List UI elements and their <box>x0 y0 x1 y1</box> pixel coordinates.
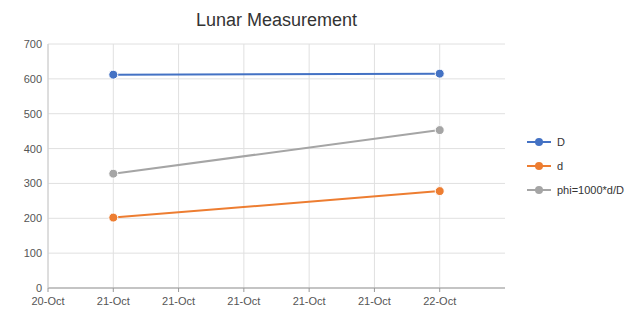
tick-label: 21-Oct <box>358 295 391 307</box>
series <box>109 69 444 79</box>
legend-marker <box>535 138 543 146</box>
tick-mark <box>243 288 244 292</box>
grid-line <box>48 78 505 79</box>
grid-line <box>309 44 310 288</box>
tick-label: 700 <box>24 38 42 50</box>
tick-label: 21-Oct <box>227 295 260 307</box>
grid-line <box>48 44 49 288</box>
grid-line <box>48 44 505 45</box>
tick-label: 21-Oct <box>293 295 326 307</box>
grid-line <box>48 288 505 289</box>
title: Lunar Measurement <box>196 10 357 30</box>
tick-mark <box>439 288 440 292</box>
grid-line <box>48 148 505 149</box>
point <box>435 187 444 196</box>
tick-label: 20-Oct <box>31 295 64 307</box>
tick-mark <box>113 288 114 292</box>
legend-label: D <box>557 136 565 148</box>
tick-mark <box>309 288 310 292</box>
grid-line <box>243 44 244 288</box>
tick-label: 0 <box>36 282 42 294</box>
plot-area <box>109 69 444 222</box>
grid-line <box>48 113 505 114</box>
grid-line <box>113 44 114 288</box>
legend-marker <box>535 162 543 170</box>
tick-label: 400 <box>24 143 42 155</box>
tick-mark <box>374 288 375 292</box>
grid-line <box>439 44 440 288</box>
y-axis-line <box>48 44 49 288</box>
tick-label: 300 <box>24 177 42 189</box>
tick-mark <box>48 288 49 292</box>
legend-label: d <box>557 160 563 172</box>
tick-label: 100 <box>24 247 42 259</box>
point <box>435 126 444 135</box>
tick-label: 22-Oct <box>423 295 456 307</box>
series <box>109 187 444 222</box>
chart: Lunar Measurement 0 100 200 300 400 500 600 700 2… <box>0 0 640 318</box>
point <box>109 169 118 178</box>
grid-line <box>48 253 505 254</box>
tick-mark <box>178 288 179 292</box>
legend: Dd phi=1000*d/D <box>527 136 624 196</box>
line <box>113 191 439 217</box>
grid-line <box>48 183 505 184</box>
tick-label: 600 <box>24 73 42 85</box>
tick-label: 500 <box>24 108 42 120</box>
grid-line <box>374 44 375 288</box>
line <box>113 74 439 75</box>
tick-label: 21-Oct <box>97 295 130 307</box>
x-axis-line <box>48 288 505 289</box>
legend-label: phi=1000*d/D <box>557 184 624 196</box>
line <box>113 130 439 174</box>
tick-label: 21-Oct <box>162 295 195 307</box>
point <box>435 69 444 78</box>
legend-marker <box>535 186 543 194</box>
tick-label: 200 <box>24 212 42 224</box>
grid <box>48 44 505 288</box>
point <box>109 70 118 79</box>
point <box>109 213 118 222</box>
series <box>109 126 444 179</box>
axes: 0 100 200 300 400 500 600 700 20-Oct 21-Oct 21-Oct… <box>24 38 505 307</box>
